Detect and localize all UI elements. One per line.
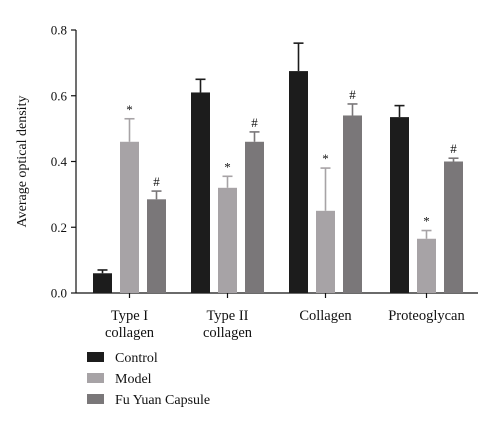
legend-swatch: [87, 394, 104, 404]
x-tick-label: collagen: [203, 325, 253, 341]
bar: [93, 273, 112, 293]
bar: [444, 161, 463, 293]
significance-mark: #: [450, 141, 457, 156]
x-tick-label: collagen: [105, 325, 155, 341]
significance-mark: *: [423, 214, 430, 229]
bar: [390, 117, 409, 294]
significance-mark: *: [126, 102, 133, 117]
significance-mark: *: [322, 151, 329, 166]
bar: [120, 141, 139, 293]
bar: [417, 238, 436, 293]
x-tick-label: Type I: [111, 308, 148, 324]
legend-label: Model: [115, 372, 152, 387]
y-tick-label: 0.4: [51, 154, 68, 169]
legend-swatch: [87, 352, 104, 362]
x-tick-label: Proteoglycan: [388, 308, 465, 324]
bar: [343, 115, 362, 293]
significance-mark: #: [251, 115, 258, 130]
y-tick-label: 0.6: [51, 88, 68, 103]
bar: [218, 187, 237, 293]
bar: [289, 71, 308, 293]
legend-label: Fu Yuan Capsule: [115, 393, 210, 408]
significance-mark: *: [224, 159, 231, 174]
y-tick-label: 0.0: [51, 286, 67, 301]
bar: [191, 92, 210, 294]
legend-swatch: [87, 373, 104, 383]
x-tick-label: Type II: [206, 308, 248, 324]
legend-label: Control: [115, 351, 158, 366]
bar: [147, 199, 166, 293]
bar: [316, 210, 335, 293]
x-tick-label: Collagen: [299, 308, 352, 324]
bar: [245, 141, 264, 293]
y-axis-label: Average optical density: [15, 96, 30, 228]
y-tick-label: 0.8: [51, 23, 67, 38]
y-tick-label: 0.2: [51, 220, 67, 235]
significance-mark: #: [349, 87, 356, 102]
significance-mark: #: [153, 174, 160, 189]
